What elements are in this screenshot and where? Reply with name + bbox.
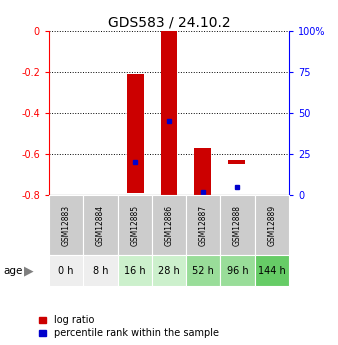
Text: GSM12886: GSM12886 xyxy=(165,205,173,246)
Text: GSM12887: GSM12887 xyxy=(199,205,208,246)
Text: 28 h: 28 h xyxy=(158,266,180,276)
Bar xyxy=(118,255,152,286)
Text: 52 h: 52 h xyxy=(192,266,214,276)
Text: 8 h: 8 h xyxy=(93,266,108,276)
Text: GSM12883: GSM12883 xyxy=(62,205,71,246)
Bar xyxy=(118,195,152,255)
Bar xyxy=(161,31,177,195)
Bar xyxy=(49,255,83,286)
Text: GSM12885: GSM12885 xyxy=(130,205,139,246)
Bar xyxy=(255,195,289,255)
Bar xyxy=(83,195,118,255)
Bar xyxy=(152,255,186,286)
Bar xyxy=(83,255,118,286)
Text: 144 h: 144 h xyxy=(258,266,286,276)
Text: age: age xyxy=(3,266,23,276)
Text: 16 h: 16 h xyxy=(124,266,146,276)
Bar xyxy=(255,255,289,286)
Bar xyxy=(127,74,144,193)
Text: 0 h: 0 h xyxy=(58,266,74,276)
Text: GSM12884: GSM12884 xyxy=(96,205,105,246)
Text: ▶: ▶ xyxy=(24,264,33,277)
Text: 96 h: 96 h xyxy=(227,266,248,276)
Text: GSM12888: GSM12888 xyxy=(233,205,242,246)
Bar xyxy=(228,160,245,164)
Bar xyxy=(152,195,186,255)
Text: GSM12889: GSM12889 xyxy=(267,205,276,246)
Title: GDS583 / 24.10.2: GDS583 / 24.10.2 xyxy=(108,16,230,30)
Bar xyxy=(220,255,255,286)
Bar xyxy=(186,195,220,255)
Legend: log ratio, percentile rank within the sample: log ratio, percentile rank within the sa… xyxy=(39,315,219,338)
Bar xyxy=(220,195,255,255)
Bar xyxy=(194,148,211,195)
Bar xyxy=(49,195,83,255)
Bar xyxy=(186,255,220,286)
